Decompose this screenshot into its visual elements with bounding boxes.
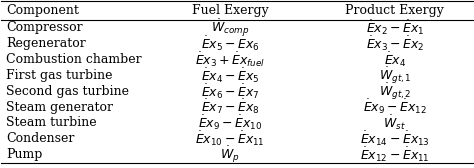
Text: First gas turbine: First gas turbine bbox=[6, 69, 113, 82]
Text: Compressor: Compressor bbox=[6, 21, 83, 34]
Text: Fuel Exergy: Fuel Exergy bbox=[191, 4, 268, 17]
Text: $\dot{W}_{gt,2}$: $\dot{W}_{gt,2}$ bbox=[379, 81, 411, 101]
Text: $\dot{E}x_2 - \dot{E}x_1$: $\dot{E}x_2 - \dot{E}x_1$ bbox=[365, 19, 424, 37]
Text: $\dot{E}x_9 - \dot{E}x_{12}$: $\dot{E}x_9 - \dot{E}x_{12}$ bbox=[363, 98, 427, 116]
Text: Steam generator: Steam generator bbox=[6, 101, 113, 114]
Text: $\dot{E}x_6 - \dot{E}x_7$: $\dot{E}x_6 - \dot{E}x_7$ bbox=[201, 82, 259, 101]
Text: $\dot{E}x_7 - \dot{E}x_8$: $\dot{E}x_7 - \dot{E}x_8$ bbox=[201, 98, 259, 116]
Text: $\dot{E}x_4$: $\dot{E}x_4$ bbox=[384, 50, 406, 69]
Text: Regenerator: Regenerator bbox=[6, 37, 86, 50]
Text: $\dot{E}x_5 - \dot{E}x_6$: $\dot{E}x_5 - \dot{E}x_6$ bbox=[201, 34, 259, 53]
Text: Pump: Pump bbox=[6, 148, 43, 161]
Text: $\dot{E}x_9 - \dot{E}x_{10}$: $\dot{E}x_9 - \dot{E}x_{10}$ bbox=[198, 114, 262, 132]
Text: $\dot{W}_{comp}$: $\dot{W}_{comp}$ bbox=[211, 18, 249, 38]
Text: Second gas turbine: Second gas turbine bbox=[6, 85, 129, 98]
Text: Product Exergy: Product Exergy bbox=[346, 4, 444, 17]
Text: $\dot{W}_{gt,1}$: $\dot{W}_{gt,1}$ bbox=[379, 65, 411, 86]
Text: $\dot{E}x_{12} - \dot{E}x_{11}$: $\dot{E}x_{12} - \dot{E}x_{11}$ bbox=[360, 145, 430, 164]
Text: $\dot{W}_p$: $\dot{W}_p$ bbox=[220, 144, 240, 165]
Text: $\dot{E}x_4 - \dot{E}x_5$: $\dot{E}x_4 - \dot{E}x_5$ bbox=[201, 66, 259, 85]
Text: Component: Component bbox=[6, 4, 79, 17]
Text: $\dot{E}x_3 + \dot{E}x_{fuel}$: $\dot{E}x_3 + \dot{E}x_{fuel}$ bbox=[195, 50, 265, 69]
Text: $\dot{E}x_{14} - \dot{E}x_{13}$: $\dot{E}x_{14} - \dot{E}x_{13}$ bbox=[360, 130, 430, 148]
Text: $\dot{E}x_{10} - \dot{E}x_{11}$: $\dot{E}x_{10} - \dot{E}x_{11}$ bbox=[195, 130, 265, 148]
Text: $\dot{E}x_3 - \dot{E}x_2$: $\dot{E}x_3 - \dot{E}x_2$ bbox=[365, 34, 424, 53]
Text: $\dot{W}_{st}$: $\dot{W}_{st}$ bbox=[383, 114, 406, 132]
Text: Steam turbine: Steam turbine bbox=[6, 116, 97, 130]
Text: Condenser: Condenser bbox=[6, 132, 74, 145]
Text: Combustion chamber: Combustion chamber bbox=[6, 53, 142, 66]
